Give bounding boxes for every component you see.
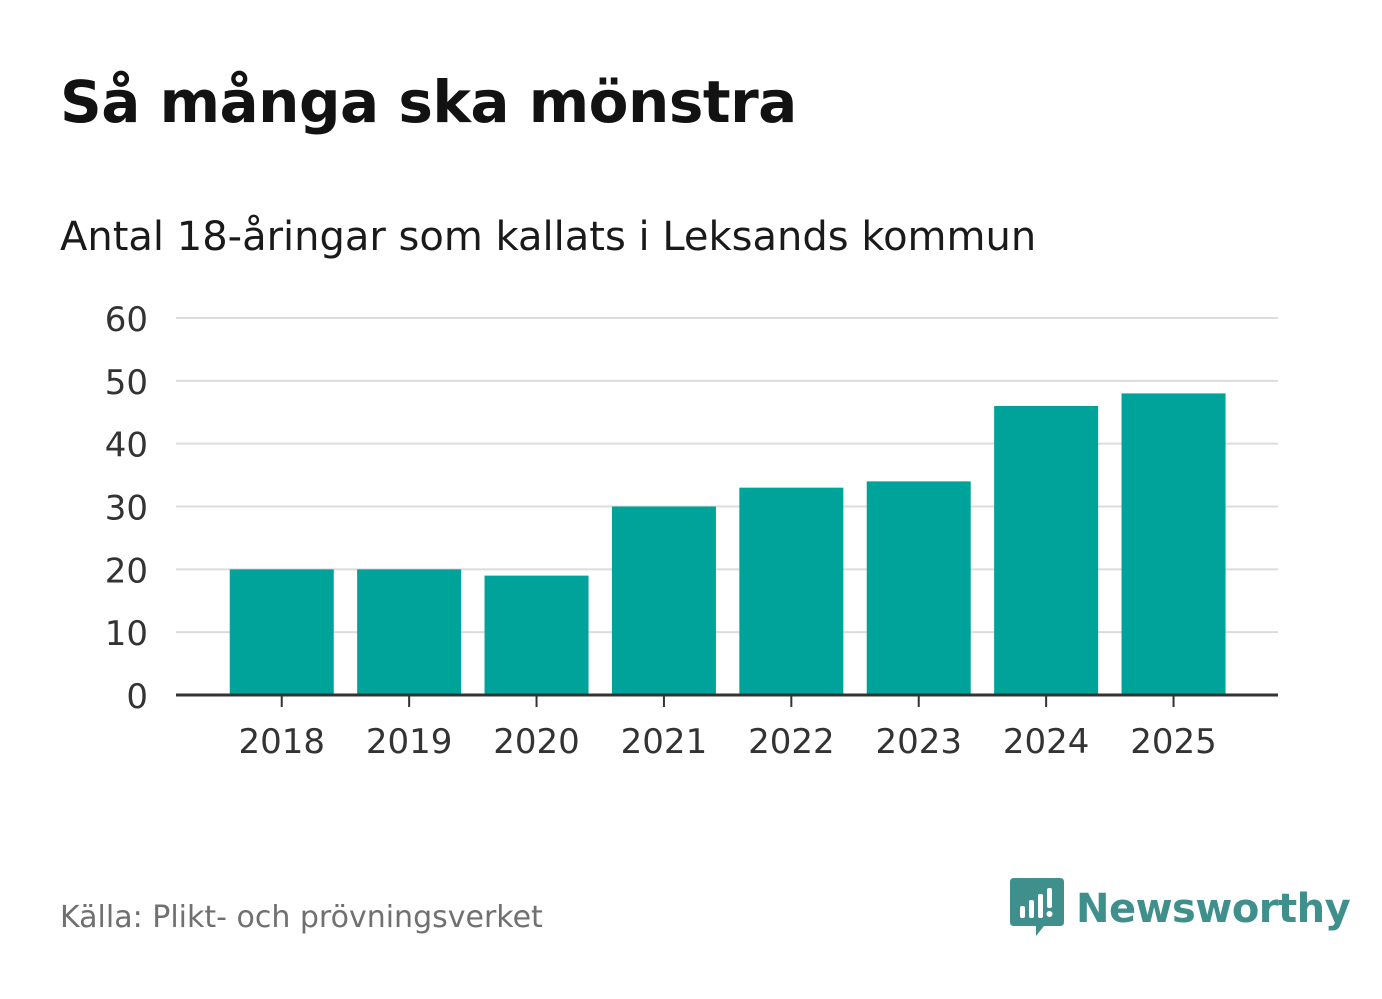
source-note: Källa: Plikt- och prövningsverket	[60, 900, 543, 935]
x-tick-label: 2023	[875, 722, 962, 762]
y-tick-label: 50	[105, 363, 148, 403]
y-tick-label: 0	[126, 677, 148, 717]
chart-subtitle: Antal 18-åringar som kallats i Leksands …	[60, 214, 1037, 260]
x-tick-label: 2021	[621, 722, 708, 762]
x-tick-label: 2018	[238, 722, 325, 762]
newsworthy-logo-icon	[1010, 878, 1064, 936]
chart-title: Så många ska mönstra	[60, 68, 797, 136]
brand-name: Newsworthy	[1076, 886, 1351, 932]
y-tick-label: 40	[105, 426, 148, 466]
bar	[866, 481, 971, 695]
newsworthy-brand: Newsworthy	[1010, 878, 1351, 940]
bar	[739, 487, 844, 695]
bar	[994, 405, 1099, 695]
y-tick-label: 20	[105, 551, 148, 591]
bar	[229, 569, 334, 695]
bar	[357, 569, 462, 695]
y-tick-label: 60	[105, 300, 148, 340]
x-tick-label: 2022	[748, 722, 835, 762]
y-tick-label: 10	[105, 614, 148, 654]
x-tick-label: 2020	[493, 722, 580, 762]
x-tick-label: 2025	[1130, 722, 1217, 762]
y-tick-label: 30	[105, 489, 148, 529]
x-tick-label: 2019	[366, 722, 453, 762]
bar	[1121, 393, 1226, 695]
bar	[611, 506, 716, 695]
bar	[484, 575, 589, 695]
x-tick-label: 2024	[1003, 722, 1090, 762]
